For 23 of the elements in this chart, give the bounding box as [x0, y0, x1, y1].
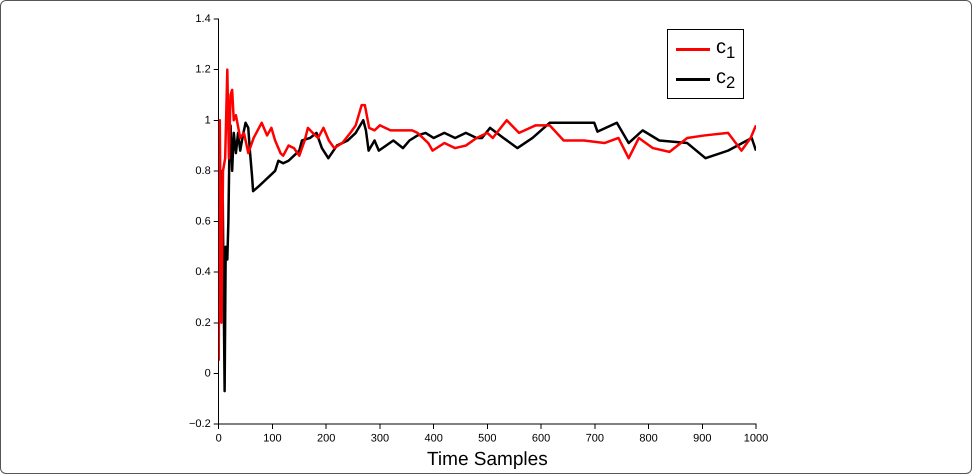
y-tick-label: 0 — [204, 367, 211, 380]
x-tick-label: 300 — [370, 432, 390, 445]
y-tick-label: 0.4 — [195, 266, 211, 278]
y-tick-label: 1 — [204, 114, 211, 126]
y-tick-label: 0.2 — [195, 316, 211, 329]
x-tick-label: 700 — [586, 432, 604, 445]
x-tick-label: 400 — [424, 432, 443, 445]
x-tick-label: 800 — [639, 432, 658, 445]
x-tick-label: 1000 — [744, 432, 768, 445]
y-tick-label: 1.2 — [195, 64, 211, 76]
legend-label: c$_{2}$ — [716, 66, 736, 92]
y-tick-label: −0.2 — [188, 418, 211, 430]
x-tick-label: 100 — [263, 432, 282, 445]
y-tick-label: 0.8 — [195, 164, 211, 177]
legend-label: c$_{1}$ — [716, 36, 736, 62]
x-tick-label: 0 — [216, 432, 222, 445]
x-tick-label: 200 — [316, 432, 336, 445]
y-tick-label: 0.6 — [195, 216, 211, 228]
x-tick-label: 500 — [478, 432, 497, 445]
x-tick-label: 900 — [693, 432, 712, 445]
x-axis-title: Time Samples — [427, 448, 548, 470]
x-tick-label: 600 — [532, 432, 550, 445]
y-tick-label: 1.4 — [195, 13, 211, 26]
